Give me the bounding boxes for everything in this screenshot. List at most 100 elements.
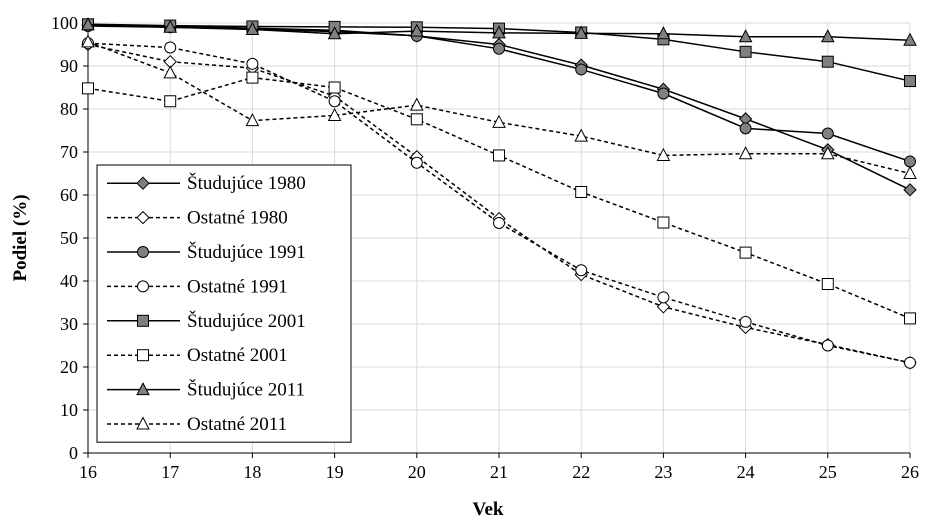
data-point [493,149,505,162]
data-point [820,29,835,43]
y-tick-label: 90 [60,56,78,76]
data-point [821,55,834,68]
data-point [163,19,178,33]
legend-marker [136,176,150,190]
x-tick-label: 21 [490,462,508,482]
series-6 [81,17,917,46]
y-tick-label: 80 [60,99,78,119]
data-point [656,26,671,40]
legend: Študujúce 1980 Ostatné 1980 Študujúce 1991… [96,164,352,443]
legend-item: Študujúce 1991 [107,241,306,263]
data-point [575,63,588,76]
data-point [574,25,589,39]
legend-marker [137,280,149,293]
legend-label: Študujúce 1991 [187,241,306,263]
data-point [164,95,177,108]
legend-box [96,164,352,443]
data-point [409,97,424,111]
y-tick-label: 10 [60,400,78,420]
y-tick-label: 60 [60,185,78,205]
x-tick-label: 25 [819,462,837,482]
data-point [246,57,259,70]
data-point [575,185,588,198]
data-point [821,339,834,352]
data-point [81,34,95,48]
data-point [903,32,917,46]
data-point [738,146,753,160]
x-tick-label: 20 [408,462,426,482]
data-point [246,71,259,84]
data-point [245,113,260,127]
legend-item: Ostatné 1980 [107,208,288,229]
data-point [656,147,671,161]
data-point [328,95,341,108]
y-tick-label: 0 [69,443,78,463]
y-tick-label: 50 [60,228,78,248]
series-7 [81,34,917,179]
y-tick-label: 40 [60,271,78,291]
data-point [657,291,670,304]
y-tick-label: 70 [60,142,78,162]
data-point [738,29,753,43]
series-group [81,17,917,370]
data-point [409,23,424,37]
legend-marker [136,416,150,430]
data-point [820,146,835,160]
data-point [327,26,342,40]
data-point [903,165,917,179]
legend-item: Študujúce 2001 [107,310,306,332]
y-axis-label: Podiel (%) [10,194,31,281]
legend-marker [137,314,149,327]
data-point [904,356,916,369]
data-point [904,75,916,88]
legend-label: Ostatné 1991 [187,276,288,297]
legend-label: Ostatné 2011 [187,414,287,435]
legend-label: Študujúce 1980 [187,172,306,194]
legend-marker [137,246,149,258]
data-point [163,65,178,79]
x-tick-label: 24 [737,462,755,482]
legend-label: Ostatné 2001 [187,345,288,366]
legend-marker [136,382,150,396]
data-point [574,128,589,142]
x-tick-label: 23 [654,462,672,482]
data-point [739,246,752,259]
legend-label: Ostatné 1980 [187,208,288,229]
legend-item: Ostatné 2011 [107,414,287,435]
data-point [739,122,752,135]
data-point [327,107,342,121]
data-point [410,156,423,169]
data-point [739,315,752,328]
x-tick-label: 18 [243,462,261,482]
data-point [82,82,94,95]
x-axis-ticks: 16 17 18 19 20 21 22 23 24 25 26 [79,453,919,482]
legend-marker [136,210,150,225]
data-point [410,113,423,126]
data-point [164,41,177,54]
x-tick-label: 16 [79,462,97,482]
data-point [656,300,671,314]
y-tick-label: 100 [51,13,78,33]
y-tick-label: 30 [60,314,78,334]
data-point [904,312,916,325]
legend-marker [137,349,149,362]
series-line [87,41,911,175]
data-point [81,17,95,31]
y-tick-label: 20 [60,357,78,377]
data-point [492,114,506,128]
data-point [328,81,341,94]
x-tick-label: 17 [161,462,179,482]
data-point [493,42,505,55]
x-tick-label: 19 [326,462,344,482]
legend-label: Študujúce 2001 [187,310,306,332]
legend-item: Študujúce 2011 [107,379,305,401]
data-point [903,183,917,197]
data-point [739,45,752,58]
x-axis-label: Vek [473,499,504,520]
data-point [493,216,505,229]
data-point [492,25,506,39]
data-point [904,155,916,168]
series-line [87,42,911,364]
legend-item: Študujúce 1980 [107,172,306,194]
